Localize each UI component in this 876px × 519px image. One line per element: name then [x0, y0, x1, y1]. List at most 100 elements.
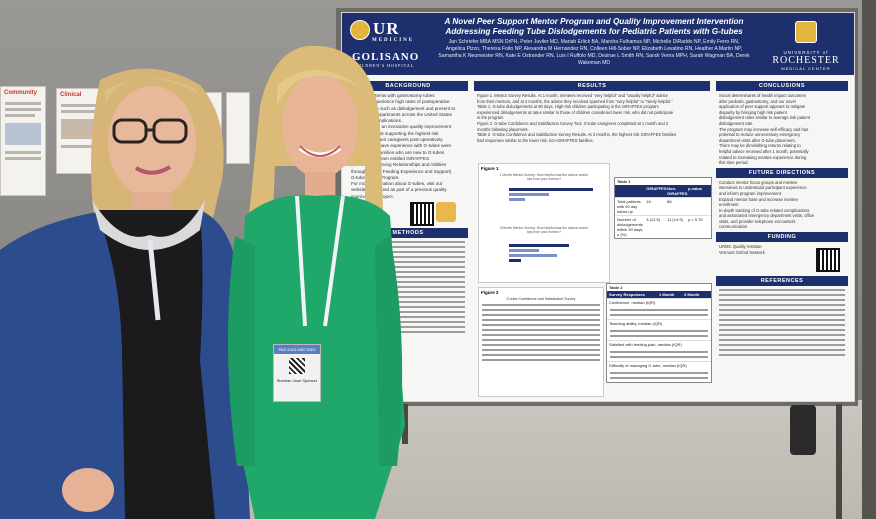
text-line: URMC Quality Institute [719, 244, 762, 250]
table-1: Table 1 GIRAFFES Non-GIRAFFES p-value Tota… [614, 177, 712, 239]
text-line: (G-tubes: Improving Relationships and Ab… [351, 162, 447, 168]
text-line: Vermont Oxford Network [719, 250, 765, 256]
background-poster-4 [226, 92, 250, 164]
text-line: from their mentors, and at 3 months, the… [477, 98, 673, 104]
figure-1-caption-a: 1 Month Mentor Survey: How helpful was t… [499, 173, 589, 181]
table-row: Confidence, median (IQR) [607, 298, 711, 306]
table-2: Table 2 Survey Responses 1 Month 3 Month C… [606, 283, 712, 383]
text-line: complications such as dislodgement and p… [351, 105, 456, 111]
background-poster-2: Clinical [56, 88, 102, 174]
text-line: potential to reduce unnecessary emergenc… [719, 132, 801, 138]
text-line: dislodgement rate. [719, 120, 754, 126]
text-line: department visits after G-tube placement… [719, 137, 796, 143]
figure-2-caption: G-tube Confidence and Satisfaction Surve… [506, 297, 576, 301]
results-heading: RESULTS [474, 81, 710, 91]
badge-name: Siobhan Jane Spencer [276, 378, 318, 383]
results-column: RESULTS Figure 1. Mentor Survey Results.… [474, 81, 710, 145]
background-poster-heading: Clinical [60, 92, 82, 98]
text-line: In-depth tracking of G-tube related comp… [719, 207, 810, 213]
qr-code-icon [289, 358, 305, 374]
text-line: Pediatric patients with gastrostomy tube… [351, 93, 435, 98]
references-heading: REFERENCES [716, 276, 848, 287]
poster-authors: Jan Schriefer MBA MSN DrPH, Peter Juvile… [438, 39, 750, 66]
text-line: Table 1. G-tube dislodgements at 90 days… [477, 104, 659, 110]
text-line: this time period. [719, 160, 749, 166]
table-2-label: Table 2 [609, 285, 623, 290]
poster-stand-leg [402, 404, 408, 444]
figure-1-caption-b: 3 Month Mentor Survey: How helpful was t… [499, 226, 589, 234]
funding-heading: FUNDING [716, 232, 848, 243]
table-row: Number of dislodgements within 90 days, … [615, 215, 711, 238]
text-line: Expand mentor base and increase mentee [719, 196, 798, 202]
text-line: Families who have experience with G-tube… [351, 143, 452, 149]
text-line: project aimed at supporting the highest … [351, 130, 439, 136]
right-stand [862, 0, 876, 519]
person-left [0, 68, 250, 519]
table-row: Teaching ability, median (IQR) [607, 319, 711, 327]
methods-heading: METHODS [348, 228, 468, 239]
text-line: months following placement. [477, 126, 529, 132]
text-line: application of peer support appears to m… [719, 104, 806, 110]
methods-text [348, 241, 468, 334]
background-heading: BACKGROUND [348, 81, 468, 91]
left-column: BACKGROUND Pediatric patients with gastr… [348, 81, 468, 336]
right-column: CONCLUSIONS Social determinants of healt… [716, 81, 848, 359]
table-2-header: Survey Responses 1 Month 3 Month [607, 291, 711, 298]
text-line: The program may increase self-efficacy a… [719, 126, 809, 132]
text-line: helpful advice received after 1 month, p… [719, 148, 809, 154]
table-row: Total patients with 90 day follow up 16 86 [615, 197, 711, 215]
text-line: Conduct mentor focus groups and mentee [719, 179, 798, 185]
text-line: Figure 1. Mentor Survey Results. At 1 mo… [477, 93, 669, 98]
figure-1-label: Figure 1 [481, 166, 499, 171]
text-line: Table 2. G-tube Confidence and Satisfact… [477, 132, 677, 138]
text-line: website developed as part of a previous … [351, 187, 447, 193]
figure-2: Figure 2 G-tube Confidence and Satisfact… [478, 287, 604, 397]
background-poster-1: Community [0, 86, 46, 196]
rochester-seal-icon [795, 21, 817, 43]
figure-1: Figure 1 1 Month Mentor Survey: How help… [478, 163, 610, 283]
golisano-logo: GOLISANO CHILDREN'S HOSPITAL [352, 51, 420, 68]
qr-code-icon [816, 248, 840, 273]
text-line: through Family Feeding Experience and Su… [351, 168, 452, 174]
future-directions-text: Conduct mentor focus groups and mentee in… [716, 178, 848, 232]
text-line: visits, and provider telephone encounter… [719, 218, 796, 224]
table-row: Difficulty of managing G-tube, median (I… [607, 361, 711, 369]
text-line: and associated emergency department visi… [719, 213, 815, 219]
text-line: dislodgement rates similar to average ri… [719, 115, 811, 121]
references-text [716, 289, 848, 357]
poster-title: A Novel Peer Support Mentor Program and … [444, 17, 744, 36]
text-line: Figure 2. G-tube Confidence and Satisfac… [477, 120, 669, 126]
text-line: emergency departments across the United … [351, 111, 452, 117]
text-line: interviews to understand participant exp… [719, 185, 807, 191]
background-poster-heading: Community [4, 90, 37, 96]
conclusions-text: Social determinants of health impact out… [716, 91, 848, 168]
text-line: disparity by bringing high risk patient [719, 109, 787, 115]
text-line: (G-tubes) experience high rates of posto… [351, 99, 450, 105]
background-person [790, 405, 816, 455]
website-icon [436, 202, 456, 223]
ur-seal-icon [350, 20, 370, 41]
table-1-label: Table 1 [617, 179, 631, 184]
text-line: related to increasing mentee experience … [719, 154, 807, 160]
text-line: enrollment [719, 202, 739, 208]
person-right [227, 46, 405, 519]
text-line: after pediatric gastrostomy, and our nov… [719, 98, 796, 104]
text-line: and inform program improvement [719, 190, 781, 196]
text-line: in the program [477, 115, 504, 121]
rochester-logo: UNIVERSITY of ROCHESTER MEDICAL CENTER [766, 21, 846, 71]
text-line: There may be diminishing returns relatin… [719, 143, 801, 149]
research-poster: UR MEDICINE GOLISANO CHILDREN'S HOSPITAL… [342, 13, 854, 401]
table-row: Satisfied with feeding plan, median (IQR… [607, 340, 711, 348]
qr-code-icon [410, 202, 434, 227]
figure-2-label: Figure 2 [481, 290, 499, 295]
results-text: Figure 1. Mentor Survey Results. At 1 mo… [474, 91, 710, 145]
text-line: connected to families who are new to G-t… [351, 149, 445, 155]
table-1-header: GIRAFFES Non-GIRAFFES p-value [615, 185, 711, 197]
ur-medicine-logo: UR MEDICINE [350, 19, 414, 43]
conclusions-heading: CONCLUSIONS [716, 81, 848, 91]
poster-stand-leg [836, 404, 842, 519]
badge-event: PAS 2023 MEETING [274, 345, 320, 354]
text-line: For more information about G-tubes, visi… [351, 181, 443, 187]
text-line: children and their caregivers post-opera… [351, 137, 444, 143]
